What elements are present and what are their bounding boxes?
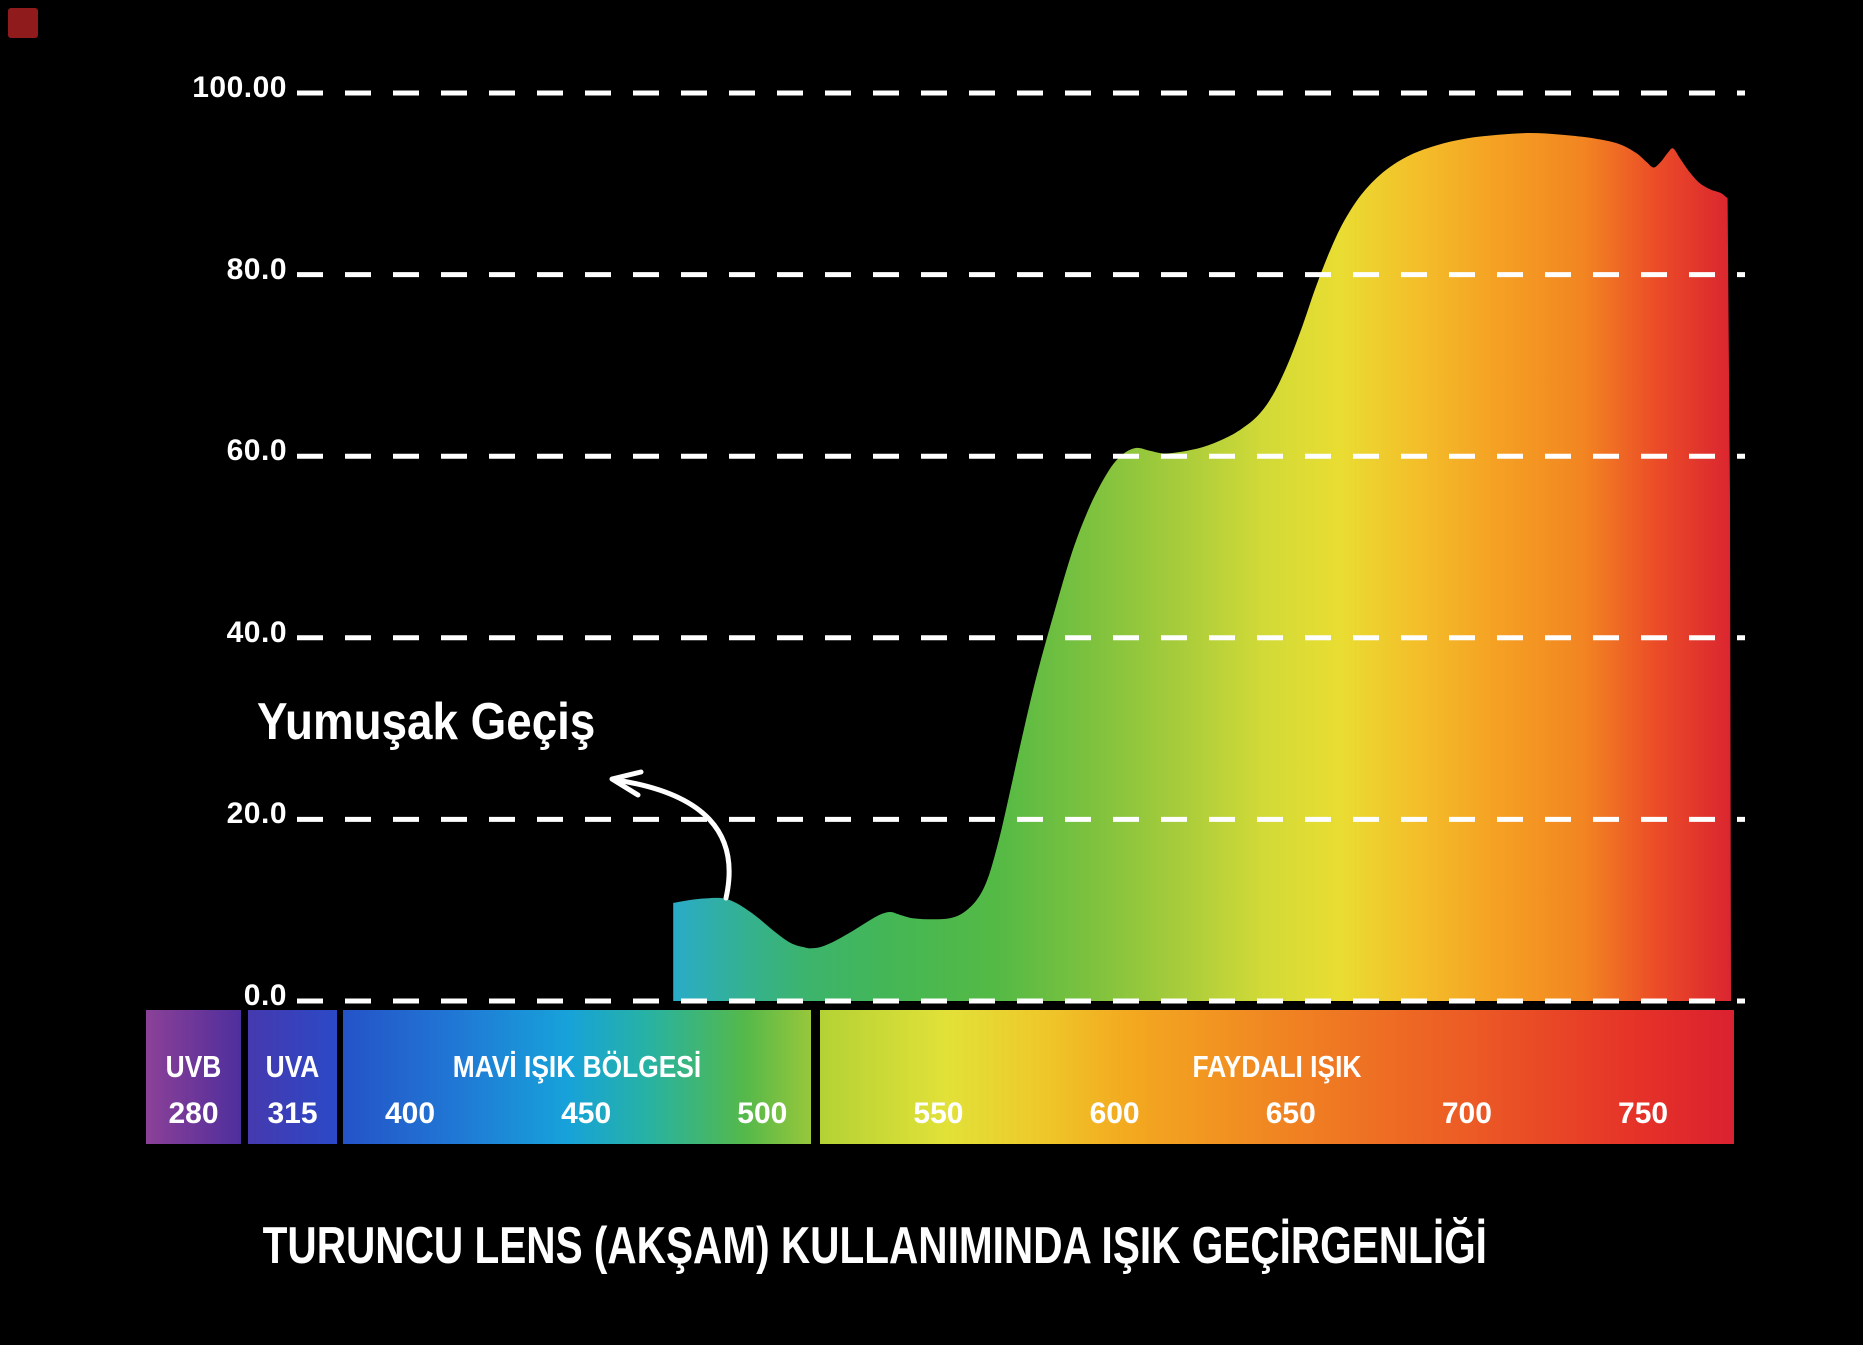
band-uvb-name: UVB xyxy=(165,1049,222,1084)
band-tick-750: 750 xyxy=(1618,1097,1669,1130)
band-uva-name: UVA xyxy=(265,1049,320,1084)
band-tick-450: 450 xyxy=(561,1097,612,1130)
y-axis-label-40.0: 40.0 xyxy=(226,615,287,649)
annotation-label: Yumuşak Geçiş xyxy=(257,693,596,751)
y-axis-label-0.0: 0.0 xyxy=(243,979,287,1012)
band-mavi: MAVİ IŞIK BÖLGESİ 400 450 500 xyxy=(343,1010,811,1144)
chart-title: TURUNCU LENS (AKŞAM) KULLANIMINDA IŞIK G… xyxy=(262,1217,1487,1275)
transmittance-area xyxy=(673,133,1732,1001)
band-uvb: UVB 280 xyxy=(146,1010,241,1144)
band-tick-280: 280 xyxy=(168,1097,219,1130)
band-tick-550: 550 xyxy=(913,1097,964,1130)
band-tick-400: 400 xyxy=(384,1097,436,1130)
band-faydali: FAYDALI IŞIK 550 600 650 700 750 xyxy=(820,1010,1734,1144)
band-tick-650: 650 xyxy=(1265,1097,1316,1130)
y-axis-label-20.0: 20.0 xyxy=(226,797,287,831)
band-uva: UVA 315 xyxy=(248,1010,337,1144)
band-tick-600: 600 xyxy=(1089,1097,1140,1130)
chart-title-row: TURUNCU LENS (AKŞAM) KULLANIMINDA IŞIK G… xyxy=(0,1216,1863,1276)
band-tick-700: 700 xyxy=(1441,1097,1492,1130)
y-axis-label-60.0: 60.0 xyxy=(226,434,287,468)
y-axis-label-80.0: 80.0 xyxy=(226,252,287,286)
corner-mark xyxy=(8,8,38,38)
band-tick-500: 500 xyxy=(737,1097,788,1130)
gridlines xyxy=(297,90,1745,1004)
band-mavi-name: MAVİ IŞIK BÖLGESİ xyxy=(452,1049,702,1084)
band-faydali-name: FAYDALI IŞIK xyxy=(1192,1049,1362,1084)
y-axis-label-100.00: 100.00 xyxy=(192,71,287,104)
annotation-arrow-icon xyxy=(609,769,732,901)
band-tick-315: 315 xyxy=(267,1097,318,1130)
